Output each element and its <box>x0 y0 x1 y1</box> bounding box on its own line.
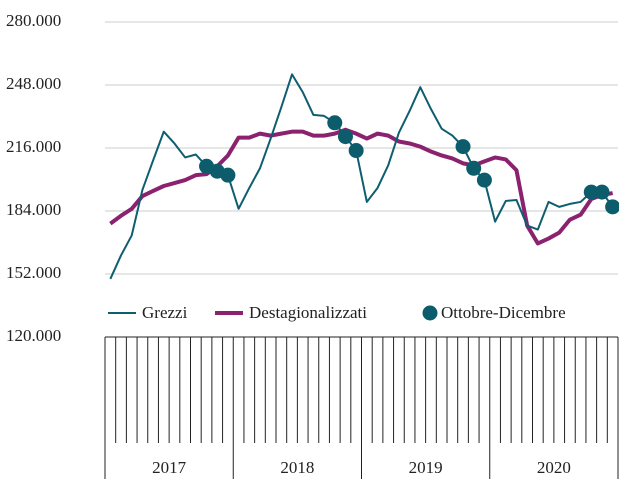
legend-label: Destagionalizzati <box>249 303 367 322</box>
x-year-label: 2019 <box>409 458 443 477</box>
legend-label: Grezzi <box>142 303 188 322</box>
y-tick-label: 280.000 <box>6 11 61 30</box>
y-tick-label: 120.000 <box>6 326 61 345</box>
y-tick-label: 248.000 <box>6 74 61 93</box>
legend-label: Ottobre-Dicembre <box>441 303 566 322</box>
y-tick-label: 216.000 <box>6 137 61 156</box>
y-tick-label: 152.000 <box>6 263 61 282</box>
marker <box>337 129 353 145</box>
marker <box>455 139 471 155</box>
marker <box>583 184 599 200</box>
x-year-label: 2018 <box>280 458 314 477</box>
x-year-label: 2017 <box>152 458 187 477</box>
series-line <box>109 73 614 280</box>
y-tick-label: 184.000 <box>6 200 61 219</box>
marker <box>476 172 492 188</box>
marker <box>605 199 619 215</box>
series-line <box>109 127 614 246</box>
x-year-label: 2020 <box>537 458 571 477</box>
marker <box>348 143 364 159</box>
legend-marker <box>422 305 438 321</box>
marker <box>220 167 236 183</box>
marker <box>466 160 482 176</box>
marker <box>327 115 343 131</box>
marker <box>594 184 610 200</box>
